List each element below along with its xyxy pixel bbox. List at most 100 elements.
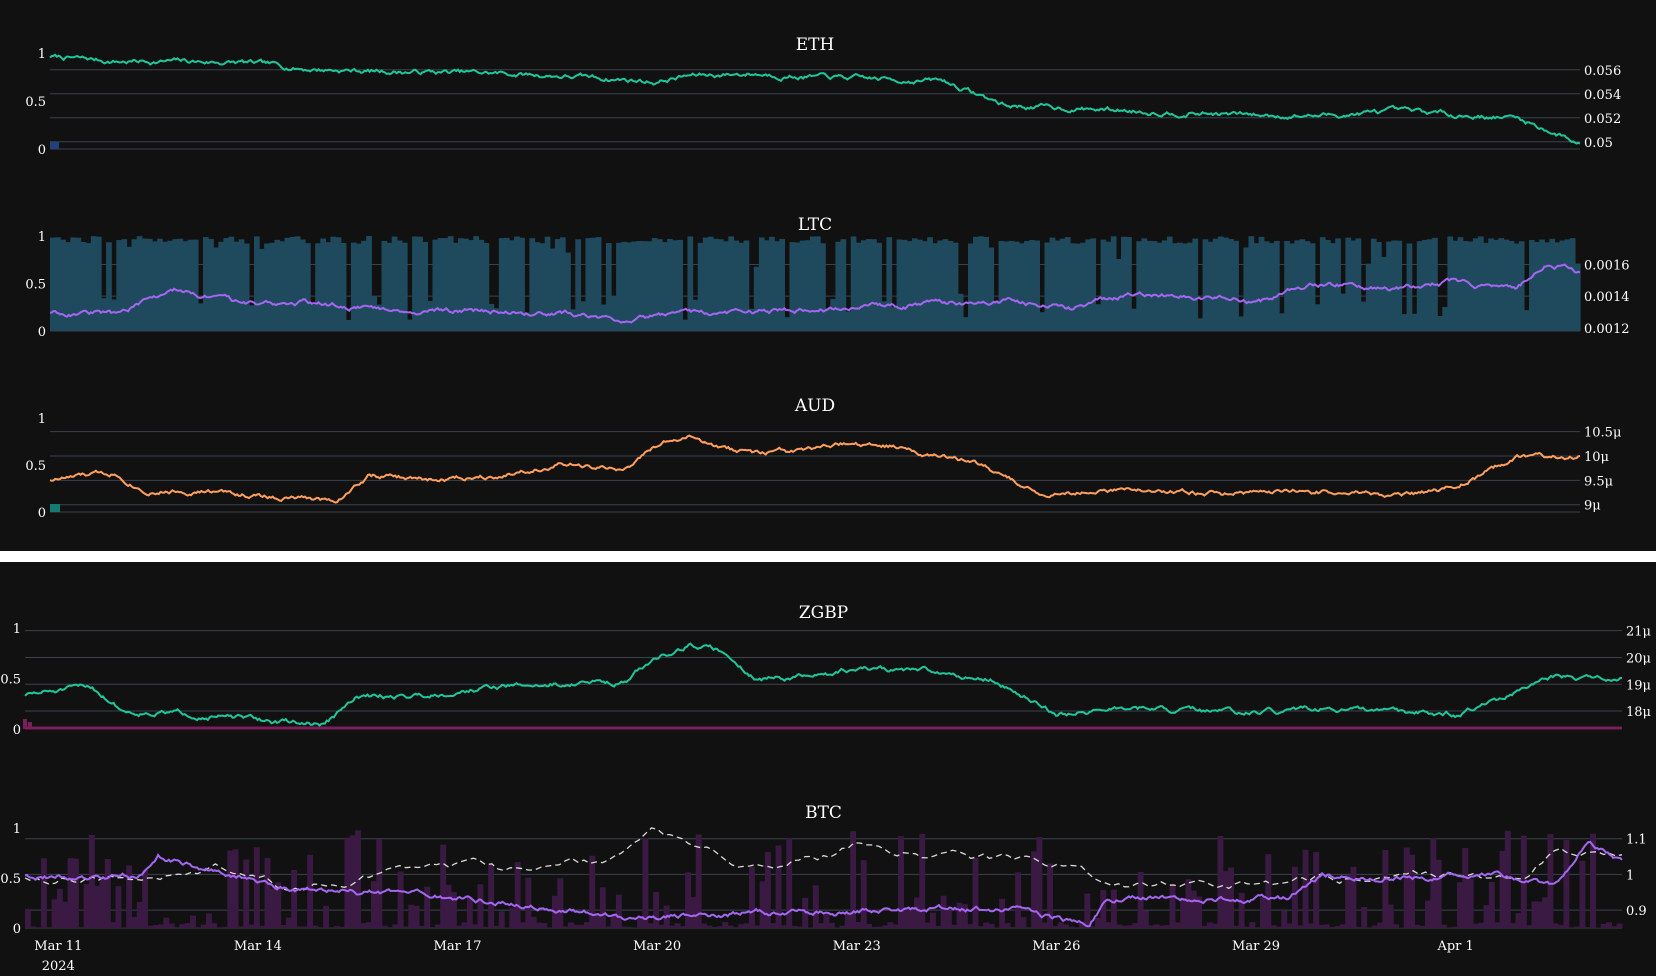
volume-bar <box>254 236 260 331</box>
volume-bar <box>1472 923 1479 928</box>
volume-bar <box>1294 240 1301 331</box>
volume-bar <box>1409 854 1415 928</box>
volume-bar <box>1064 237 1071 331</box>
volume-bar <box>692 299 699 331</box>
volume-bar <box>104 859 111 928</box>
volume-bar <box>524 312 530 331</box>
volume-bar <box>221 926 228 928</box>
volume-bar <box>1177 242 1183 331</box>
volume-bar <box>662 242 668 331</box>
volume-bar <box>1325 240 1331 331</box>
volume-bar <box>621 926 628 928</box>
volume-bar <box>371 296 377 331</box>
volume-bar <box>570 309 576 331</box>
volume-bar <box>360 923 367 928</box>
volume-bar <box>1044 242 1051 331</box>
volume-bar <box>381 240 388 331</box>
volume-bar <box>50 237 56 331</box>
volume-bar <box>1185 879 1192 928</box>
volume-bar <box>784 317 791 331</box>
volume-bar <box>418 925 425 928</box>
volume-bar <box>707 236 714 331</box>
volume-bar <box>70 237 77 331</box>
x-tick-label: Mar 23 <box>833 939 881 954</box>
right-tick-label: 9.5μ <box>1584 474 1613 489</box>
volume-bar <box>840 239 847 331</box>
volume-bar <box>62 901 69 928</box>
volume-bar <box>376 839 383 928</box>
volume-bar <box>1263 241 1270 331</box>
volume-bar <box>223 238 230 331</box>
volume-bar <box>525 877 532 928</box>
volume-bar <box>1590 833 1596 928</box>
volume-bar <box>417 236 423 331</box>
volume-bar <box>701 923 707 928</box>
volume-bar <box>993 300 1000 331</box>
left-tick-label: 0 <box>38 325 46 340</box>
volume-bar <box>78 927 85 928</box>
volume-bar <box>585 238 592 331</box>
x-tick-label: Mar 29 <box>1232 939 1280 954</box>
volume-bar <box>764 240 770 331</box>
volume-bar <box>978 236 984 331</box>
volume-bar <box>1386 241 1392 331</box>
volume-bar <box>488 864 495 928</box>
volume-bar <box>101 298 107 331</box>
volume-bar <box>534 242 541 331</box>
volume-bar <box>1355 926 1362 928</box>
volume-bar <box>642 837 649 928</box>
volume-bar <box>1197 318 1204 331</box>
volume-bar <box>80 242 87 331</box>
volume-bar <box>456 925 463 928</box>
right-tick-label: 1 <box>1626 868 1634 883</box>
volume-bar <box>557 878 564 928</box>
volume-bar <box>562 926 569 928</box>
volume-bar <box>830 298 836 331</box>
volume-bar <box>339 926 345 928</box>
volume-bar <box>95 236 102 331</box>
right-tick-label: 0.0014 <box>1584 290 1630 305</box>
volume-bar <box>706 925 713 928</box>
volume-bar <box>392 924 399 928</box>
volume-bar <box>1233 925 1240 928</box>
volume-bar <box>248 305 255 331</box>
volume-bar <box>780 925 787 928</box>
volume-bar <box>789 242 796 331</box>
volume-bar <box>1180 897 1187 928</box>
left-tick-label: 0 <box>38 506 46 521</box>
volume-bar <box>1105 922 1112 928</box>
volume-bar <box>1396 240 1403 331</box>
volume-bar <box>177 238 184 331</box>
left-tick-label: 0.5 <box>25 459 46 474</box>
left-tick-label: 1 <box>38 47 46 62</box>
volume-bar <box>615 894 622 928</box>
volume-bar <box>264 243 270 331</box>
volume-bar <box>90 236 97 331</box>
volume-bar <box>1393 924 1400 928</box>
volume-bar <box>697 242 704 331</box>
volume-bar <box>299 239 306 331</box>
volume-bar <box>1110 236 1117 331</box>
volume-bar <box>1166 236 1173 331</box>
volume-bar <box>1031 851 1038 928</box>
volume-bar <box>1265 854 1272 928</box>
volume-bar <box>702 237 709 331</box>
volume-bar <box>1003 241 1010 331</box>
volume-bar <box>815 236 821 331</box>
volume-bar <box>1153 924 1160 928</box>
volume-bar <box>554 239 561 331</box>
volume-bar <box>317 927 324 928</box>
left-tick-label: 0 <box>13 723 21 738</box>
volume-bar <box>1151 241 1158 331</box>
volume-bar <box>1554 242 1561 331</box>
volume-bar <box>769 236 775 331</box>
volume-bar <box>1447 236 1454 331</box>
volume-bar <box>227 850 234 928</box>
volume-bar <box>1510 923 1517 928</box>
volume-bar <box>646 241 653 331</box>
volume-bar <box>259 248 265 331</box>
volume-bar <box>51 899 58 928</box>
volume-bar <box>1174 922 1181 928</box>
volume-bar <box>1196 896 1203 928</box>
chart-title: AUD <box>794 396 835 416</box>
